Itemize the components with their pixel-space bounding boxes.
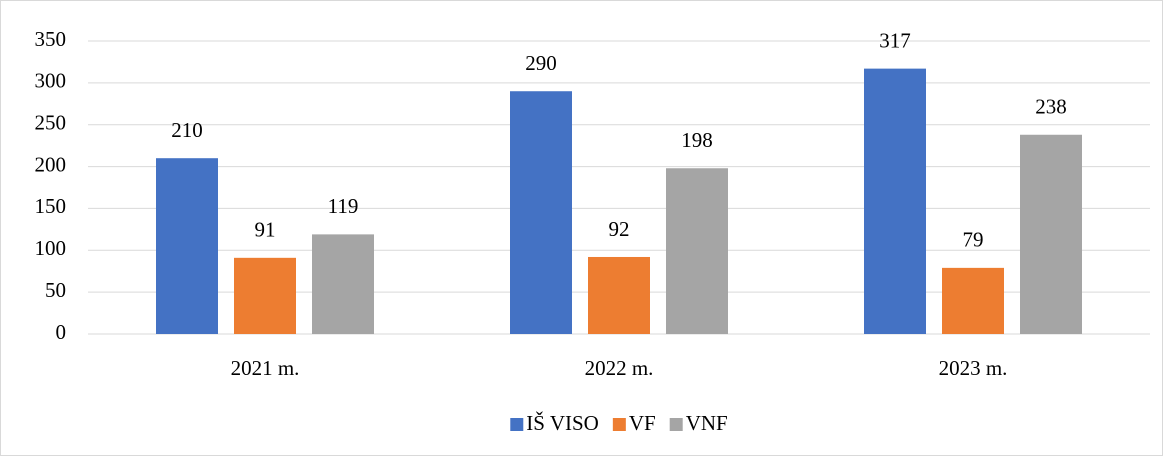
bar bbox=[942, 267, 1004, 334]
data-label: 290 bbox=[525, 51, 557, 75]
x-tick-label: 2021 m. bbox=[231, 356, 300, 380]
data-label: 91 bbox=[255, 218, 276, 242]
y-tick-label: 250 bbox=[35, 111, 67, 135]
legend-swatch bbox=[669, 418, 683, 431]
legend-swatch bbox=[510, 418, 524, 431]
bar bbox=[510, 91, 572, 334]
x-tick-label: 2023 m. bbox=[939, 356, 1008, 380]
bar bbox=[1020, 134, 1082, 334]
legend-swatch bbox=[612, 418, 626, 431]
y-tick-label: 200 bbox=[35, 152, 67, 176]
bar bbox=[864, 68, 926, 334]
data-label: 198 bbox=[681, 128, 713, 152]
data-label: 119 bbox=[328, 194, 359, 218]
y-tick-label: 300 bbox=[35, 69, 67, 93]
y-tick-label: 150 bbox=[35, 194, 67, 218]
bar bbox=[666, 168, 728, 334]
data-label: 210 bbox=[171, 118, 203, 142]
legend-label: VNF bbox=[686, 411, 728, 435]
data-label: 238 bbox=[1035, 95, 1067, 119]
data-label: 317 bbox=[879, 28, 911, 52]
bar bbox=[156, 158, 218, 334]
data-label: 92 bbox=[609, 217, 630, 241]
bar bbox=[234, 257, 296, 334]
x-tick-label: 2022 m. bbox=[585, 356, 654, 380]
data-label: 79 bbox=[963, 228, 984, 252]
y-tick-label: 0 bbox=[56, 320, 67, 344]
y-tick-label: 100 bbox=[35, 236, 67, 260]
legend-label: VF bbox=[629, 411, 656, 435]
y-tick-label: 350 bbox=[35, 27, 67, 51]
legend-label: IŠ VISO bbox=[526, 411, 599, 435]
legend: IŠ VISO VF VNF bbox=[510, 411, 728, 435]
bar bbox=[312, 234, 374, 334]
y-tick-label: 50 bbox=[45, 278, 66, 302]
bar bbox=[588, 256, 650, 334]
